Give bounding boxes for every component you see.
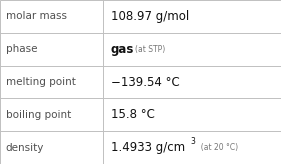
Text: 15.8 °C: 15.8 °C [111,108,155,121]
Text: (at STP): (at STP) [135,45,166,54]
Text: molar mass: molar mass [6,11,67,21]
Text: 1.4933 g/cm: 1.4933 g/cm [111,141,185,154]
Text: phase: phase [6,44,37,54]
Text: −139.54 °C: −139.54 °C [111,75,180,89]
Text: 108.97 g/mol: 108.97 g/mol [111,10,189,23]
Text: boiling point: boiling point [6,110,71,120]
Text: gas: gas [111,43,134,56]
Text: (at 20 °C): (at 20 °C) [196,143,238,152]
Text: density: density [6,143,44,153]
Text: 3: 3 [191,137,195,146]
Text: melting point: melting point [6,77,76,87]
